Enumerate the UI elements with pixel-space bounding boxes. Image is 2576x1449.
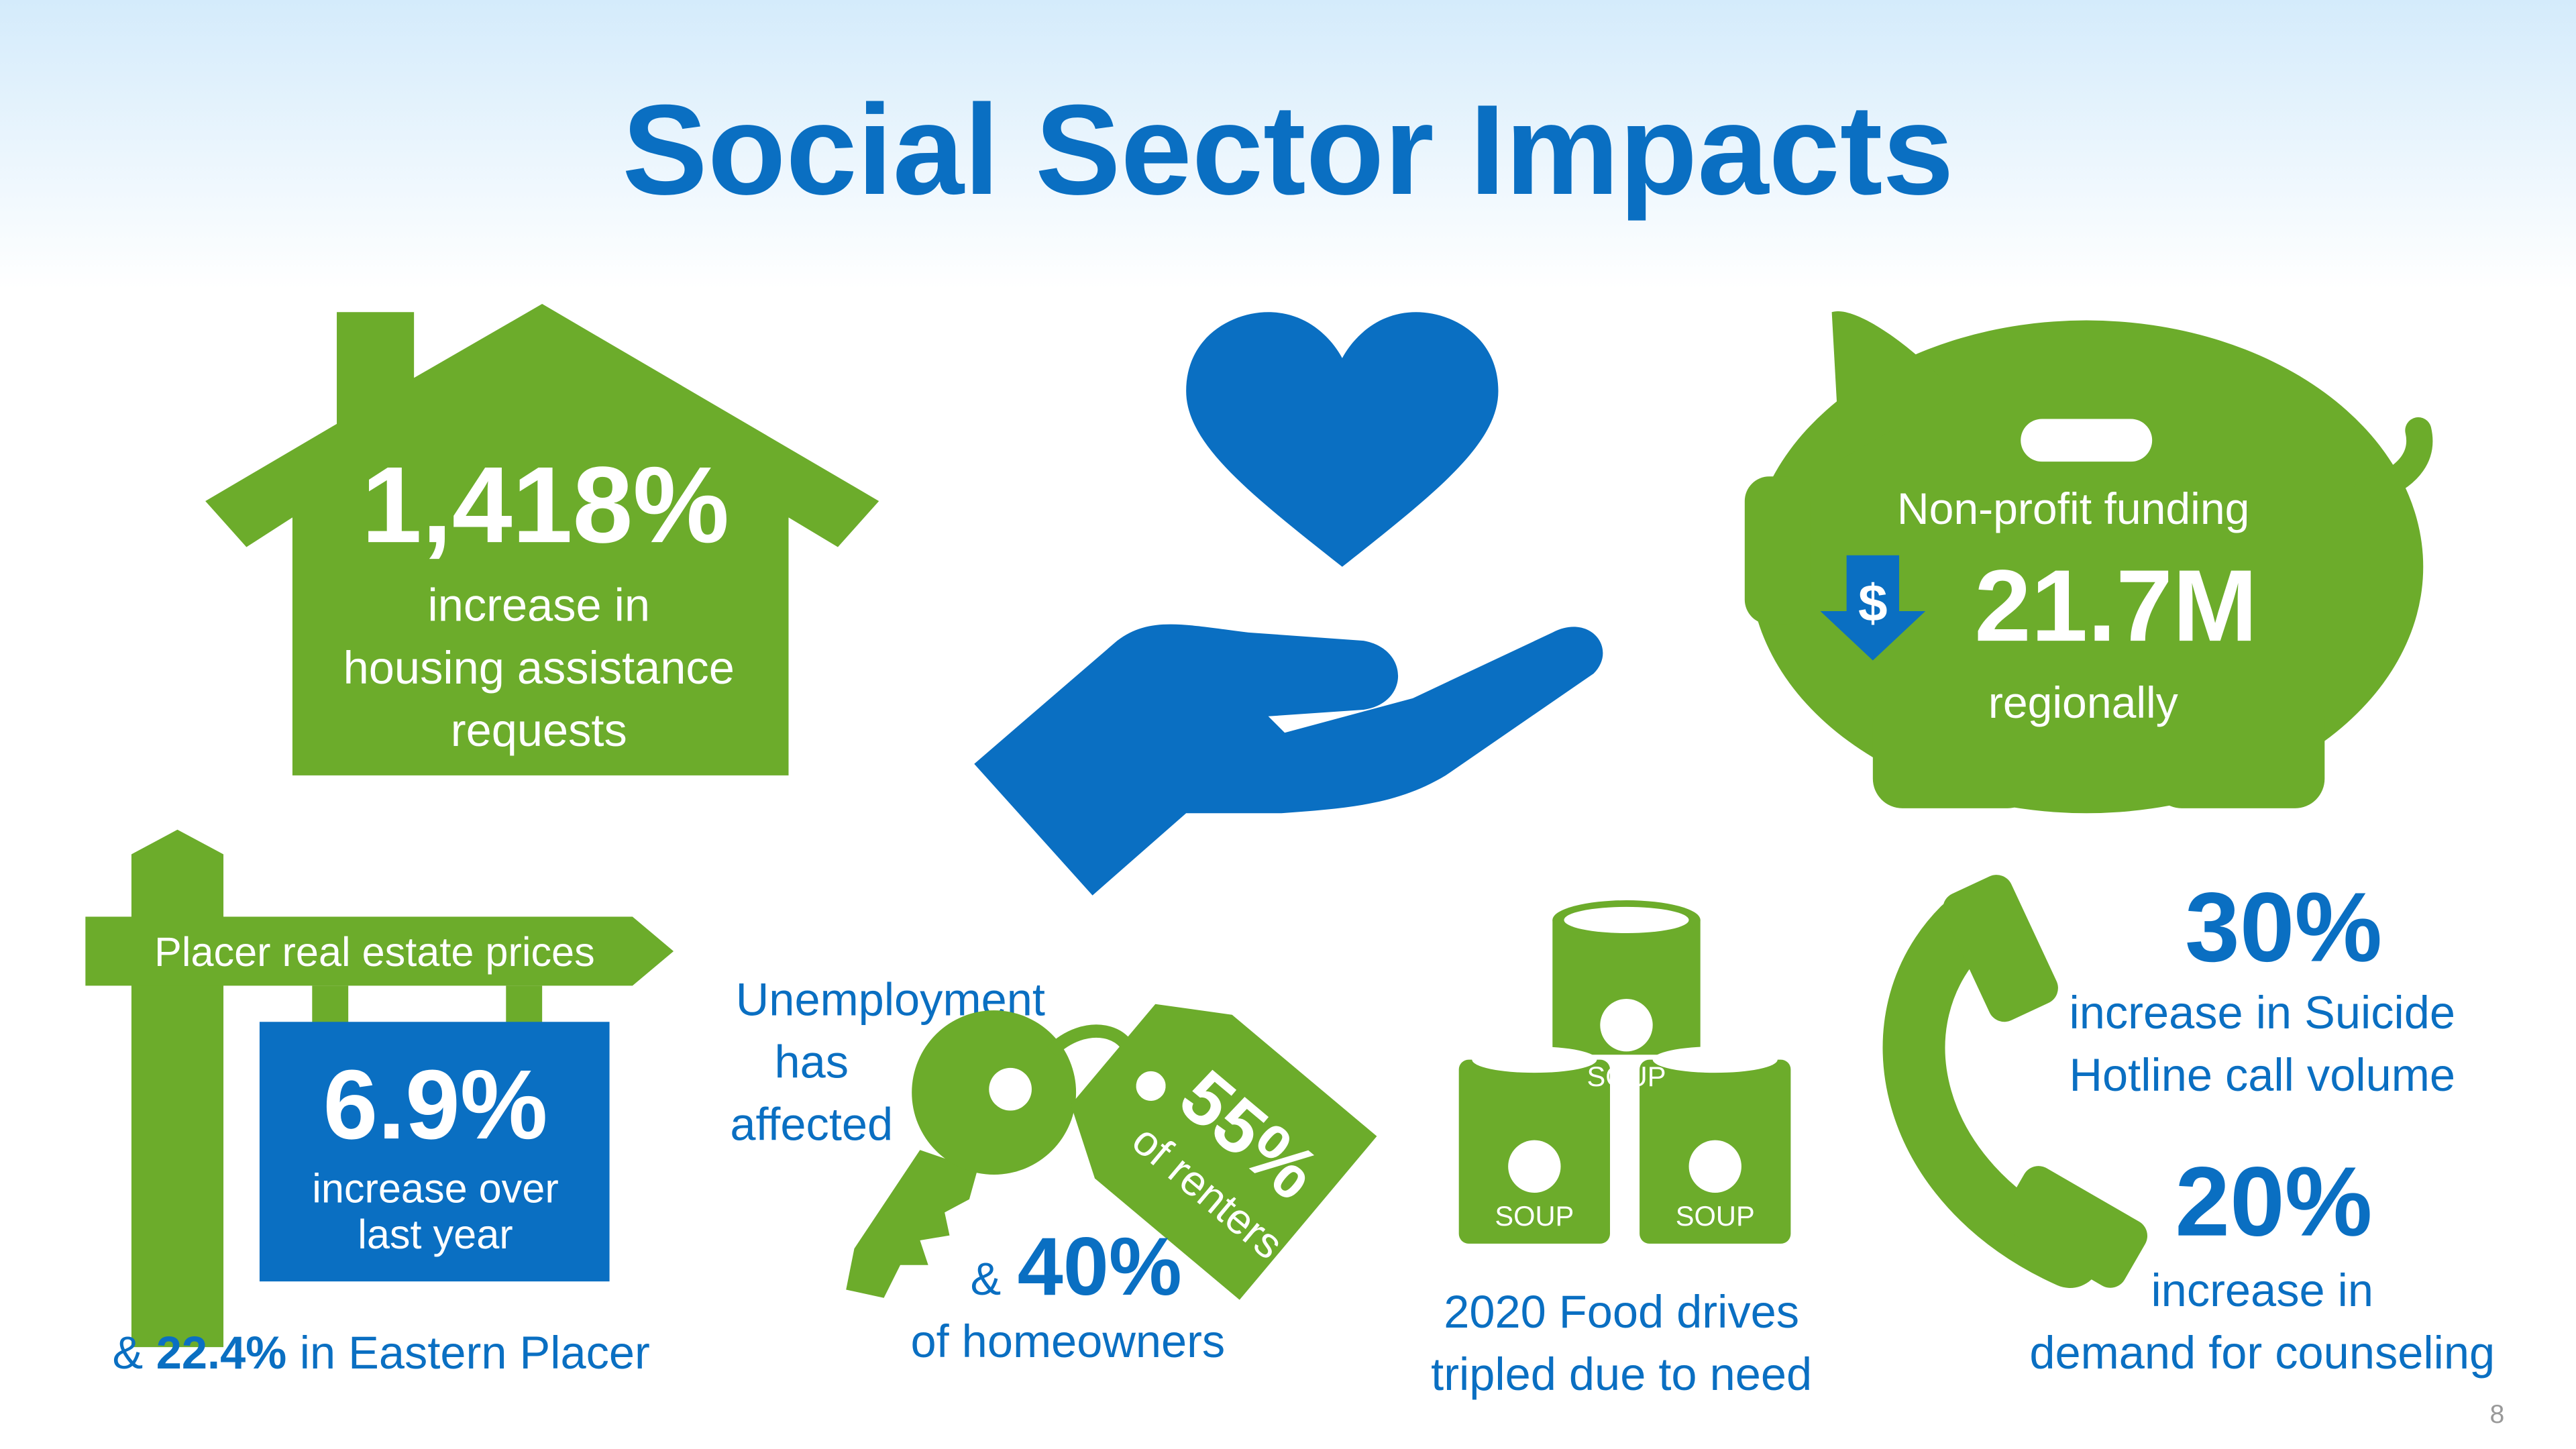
hotline-text: increase in Suicide: [2070, 987, 2455, 1038]
homeowners-stat: 40%: [1018, 1220, 1182, 1312]
housing-stat: 1,418%: [362, 445, 729, 566]
funding-stat: 21.7M: [1974, 549, 2257, 663]
tag-hole: [1136, 1071, 1166, 1101]
counseling-text: increase in: [2151, 1265, 2373, 1316]
counseling-stat: 20%: [2175, 1147, 2372, 1257]
housing-text: housing assistance: [343, 642, 735, 694]
down-arrow: [1820, 555, 1926, 661]
can-rim: [1652, 1046, 1778, 1073]
phone-mouthpiece: [2001, 1166, 2148, 1288]
sign-text: Placer real estate prices: [154, 929, 595, 975]
can-text: SOUP: [1587, 1061, 1666, 1092]
sign-hanger: [506, 985, 543, 1026]
housing-text: requests: [451, 704, 627, 756]
piggy-slot: [2021, 419, 2153, 462]
food-text: 2020 Food drives: [1444, 1286, 1799, 1338]
counseling-text: demand for counseling: [2029, 1327, 2495, 1379]
can-label: [1508, 1140, 1561, 1193]
title: Social Sector Impacts: [622, 78, 1953, 221]
sign-board: [85, 916, 674, 986]
unemployment-text: affected: [730, 1099, 893, 1150]
can-rim: [1564, 906, 1689, 934]
price-text: last year: [358, 1212, 513, 1257]
food-text: tripled due to need: [1431, 1348, 1812, 1400]
piggy-leg: [2152, 690, 2325, 808]
unemployment-text: has: [775, 1036, 849, 1088]
can-label: [1688, 1140, 1741, 1193]
sign-post: [131, 829, 224, 1348]
can-text: SOUP: [1495, 1200, 1574, 1232]
piggy-tail: [2352, 417, 2433, 506]
phone-earpiece: [1943, 875, 2058, 1022]
phone-icon: [1882, 875, 2148, 1289]
price-box: [259, 1022, 610, 1282]
eastern-stat: 22.4%: [156, 1327, 286, 1379]
price-stat: 6.9%: [323, 1050, 548, 1160]
eastern-placer: & 22.4% in Eastern Placer: [112, 1327, 649, 1379]
piggy-leg: [1872, 690, 2037, 808]
key-blade: [846, 1150, 978, 1298]
piggy-snout: [1744, 476, 1811, 625]
piggy-icon: [1744, 311, 2433, 814]
hand-icon: [974, 624, 1603, 896]
housing-text: increase in: [427, 580, 650, 631]
key-hole: [989, 1067, 1032, 1111]
piggy-ear: [1831, 311, 1955, 460]
ampersand: &: [112, 1327, 143, 1379]
house-icon: [205, 304, 879, 775]
homeowners-line: & 40%: [970, 1220, 1181, 1312]
homeowners-text: of homeowners: [910, 1316, 1225, 1367]
key-icon: 55% of renters: [846, 1004, 1377, 1300]
funding-label: Non-profit funding: [1897, 484, 2250, 534]
heart-icon: [1186, 312, 1499, 567]
ampersand: &: [970, 1253, 1001, 1305]
can-label: [1600, 998, 1653, 1052]
price-text: increase over: [312, 1166, 559, 1212]
eastern-text: in Eastern Placer: [300, 1327, 650, 1379]
hotline-stat: 30%: [2185, 873, 2382, 983]
tag: 55% of renters: [1071, 1004, 1377, 1300]
sign-hanger: [312, 985, 349, 1026]
dollar-sign: $: [1858, 574, 1888, 633]
can-rim: [1472, 1046, 1597, 1073]
funding-note: regionally: [1988, 678, 2178, 728]
page-number: 8: [2490, 1400, 2505, 1429]
cans-icon: [1458, 900, 1791, 1244]
can-text: SOUP: [1676, 1200, 1755, 1232]
hotline-text: Hotline call volume: [2070, 1049, 2455, 1101]
